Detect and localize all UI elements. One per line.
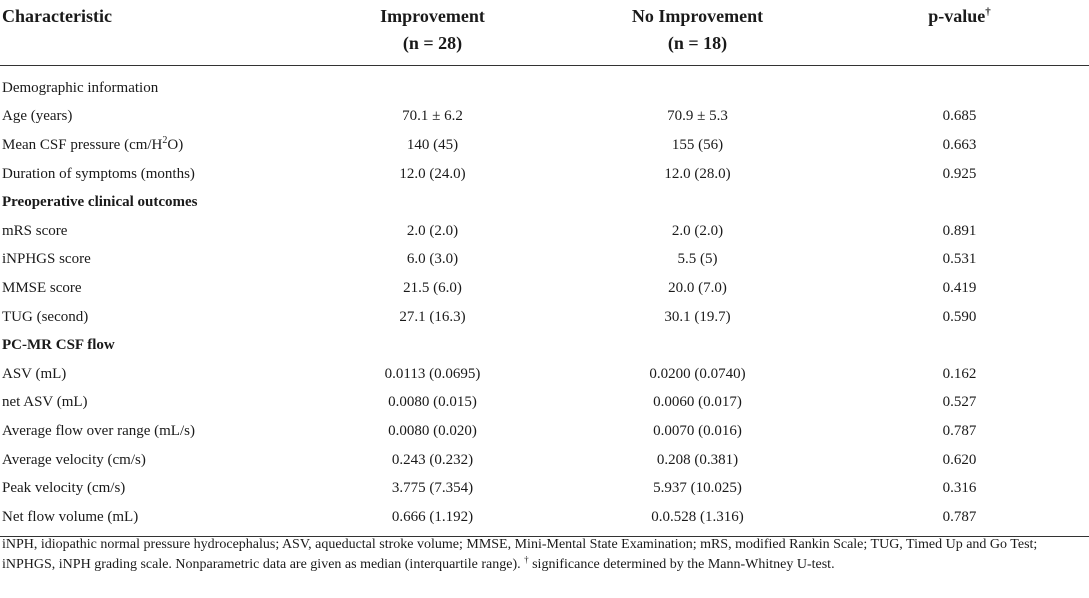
header-improvement-label: Improvement [380, 6, 485, 26]
no-improvement-value: 0.208 (0.381) [656, 451, 739, 468]
p-value: 0.620 [942, 451, 977, 468]
row-label: Average velocity (cm/s) [2, 451, 146, 468]
row-label: Duration of symptoms (months) [2, 165, 195, 182]
header-improvement-n: (n = 28) [402, 33, 463, 53]
section-spacer [300, 331, 1089, 360]
no-improvement-value: 20.0 (7.0) [668, 279, 727, 296]
footnote-text-end: significance determined by the Mann-Whit… [528, 557, 835, 572]
no-improvement-value: 70.9 ± 5.3 [667, 108, 728, 125]
table-header: Characteristic Improvement (n = 28) No I… [0, 0, 1089, 66]
table-row: Age (years) 70.1 ± 6.2 70.9 ± 5.3 0.685 [0, 103, 1089, 132]
no-improvement-value: 30.1 (19.7) [664, 308, 731, 325]
no-improvement-value: 2.0 (2.0) [671, 222, 724, 239]
no-improvement-value: 0.0060 (0.017) [653, 394, 742, 411]
row-label: Net flow volume (mL) [0, 502, 300, 537]
p-value: 0.527 [942, 394, 977, 411]
p-value: 0.162 [942, 365, 977, 382]
row-label: mRS score [2, 222, 68, 239]
p-value: 0.316 [942, 480, 977, 497]
row-label: Preoperative clinical outcomes [2, 194, 198, 211]
improvement-value: 70.1 ± 6.2 [402, 108, 463, 125]
table-footnote: iNPH, idiopathic normal pressure hydroce… [2, 535, 1087, 575]
improvement-value: 27.1 (16.3) [399, 308, 466, 325]
improvement-value: 2.0 (2.0) [406, 222, 459, 239]
header-no-improvement: No Improvement (n = 18) [565, 0, 830, 66]
footnote-dagger: † [524, 554, 529, 565]
improvement-value: 12.0 (24.0) [399, 165, 466, 182]
no-improvement-value: 12.0 (28.0) [664, 165, 731, 182]
table-row: ASV (mL) 0.0113 (0.0695) 0.0200 (0.0740) 0.… [0, 360, 1089, 389]
data-table: Characteristic Improvement (n = 28) No I… [0, 0, 1089, 537]
row-label: net ASV (mL) [2, 394, 88, 411]
improvement-value: 0.243 (0.232) [391, 451, 474, 468]
table-row: TUG (second) 27.1 (16.3) 30.1 (19.7) 0.590 [0, 303, 1089, 332]
row-label: iNPHGS score [2, 251, 91, 268]
footnote-text: iNPH, idiopathic normal pressure hydroce… [2, 537, 1038, 572]
no-improvement-value: 0.0.528 (1.316) [565, 502, 830, 537]
header-pvalue-label: p-value [928, 6, 986, 26]
dagger-mark: † [985, 6, 991, 18]
table-row: mRS score 2.0 (2.0) 2.0 (2.0) 0.891 [0, 217, 1089, 246]
header-no-improvement-n: (n = 18) [667, 33, 728, 53]
table-body: Demographic information Age (years) 70.1 ±… [0, 66, 1089, 537]
row-label: PC-MR CSF flow [2, 337, 115, 354]
section-row: Preoperative clinical outcomes [0, 188, 1089, 217]
p-value: 0.925 [942, 165, 977, 182]
table-row: Peak velocity (cm/s) 3.775 (7.354) 5.937 (… [0, 474, 1089, 503]
improvement-value: 6.0 (3.0) [406, 251, 459, 268]
improvement-value: 140 (45) [406, 136, 459, 153]
p-value: 0.787 [830, 502, 1089, 537]
header-no-improvement-label: No Improvement [631, 6, 764, 26]
row-label: Peak velocity (cm/s) [2, 480, 126, 497]
p-value: 0.590 [942, 308, 977, 325]
row-label: Average flow over range (mL/s) [2, 422, 195, 439]
row-label: TUG (second) [2, 308, 89, 325]
no-improvement-value: 0.0200 (0.0740) [649, 365, 746, 382]
no-improvement-value: 5.5 (5) [677, 251, 718, 268]
p-value: 0.685 [942, 108, 977, 125]
improvement-value: 0.0113 (0.0695) [384, 365, 481, 382]
section-row: Demographic information [0, 66, 1089, 103]
no-improvement-value: 0.0070 (0.016) [653, 422, 742, 439]
improvement-value: 0.0080 (0.015) [388, 394, 477, 411]
table-row: Average flow over range (mL/s) 0.0080 (0.… [0, 417, 1089, 446]
table-row: Average velocity (cm/s) 0.243 (0.232) 0.20… [0, 446, 1089, 475]
table-row: net ASV (mL) 0.0080 (0.015) 0.0060 (0.017)… [0, 389, 1089, 418]
p-value: 0.787 [942, 422, 977, 439]
improvement-value: 3.775 (7.354) [391, 480, 474, 497]
no-improvement-value: 5.937 (10.025) [653, 480, 742, 497]
table-row: Net flow volume (mL) 0.666 (1.192) 0.0.528… [0, 502, 1089, 537]
table-row: iNPHGS score 6.0 (3.0) 5.5 (5) 0.531 [0, 246, 1089, 275]
section-spacer [300, 188, 1089, 217]
row-label: Mean CSF pressure (cm/H2O) [2, 134, 184, 153]
p-value: 0.663 [942, 136, 977, 153]
no-improvement-value: 155 (56) [671, 136, 724, 153]
improvement-value: 0.666 (1.192) [300, 502, 565, 537]
improvement-value: 0.0080 (0.020) [388, 422, 477, 439]
row-label: MMSE score [2, 279, 82, 296]
header-pvalue: p-value† [830, 0, 1089, 66]
table-row: MMSE score 21.5 (6.0) 20.0 (7.0) 0.419 [0, 274, 1089, 303]
p-value: 0.891 [942, 222, 977, 239]
table-row: Mean CSF pressure (cm/H2O) 140 (45) 155 (5… [0, 131, 1089, 160]
row-label: Demographic information [2, 79, 159, 96]
improvement-value: 21.5 (6.0) [403, 279, 462, 296]
header-improvement: Improvement (n = 28) [300, 0, 565, 66]
row-label: Age (years) [2, 108, 73, 125]
row-label: ASV (mL) [2, 365, 67, 382]
p-value: 0.531 [942, 251, 977, 268]
section-spacer [300, 66, 1089, 103]
section-row: PC-MR CSF flow [0, 331, 1089, 360]
p-value: 0.419 [942, 279, 977, 296]
table-row: Duration of symptoms (months) 12.0 (24.0)… [0, 160, 1089, 189]
header-characteristic: Characteristic [0, 0, 300, 66]
